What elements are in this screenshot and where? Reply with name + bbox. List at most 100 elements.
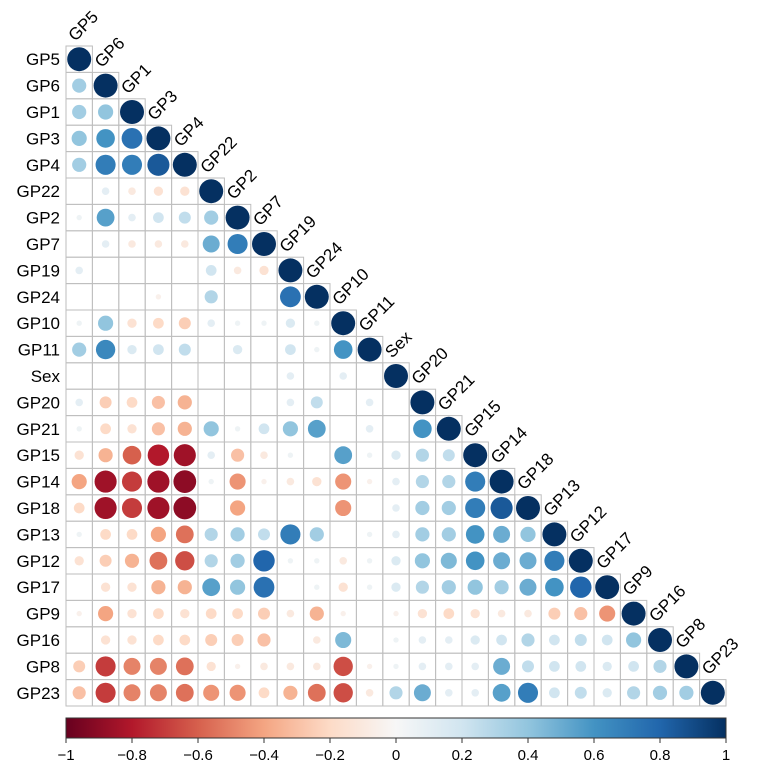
corr-circle-GP8-GP1 [123,657,141,675]
corr-circle-GP20-GP5 [75,398,83,407]
corr-circle-GP23-GP12 [574,686,587,699]
corr-circle-GP20-GP11 [365,398,374,407]
colorbar-tick-label: 0.4 [518,747,539,764]
corr-circle-Sex-GP10 [339,372,347,380]
grid-cell [65,362,93,390]
corr-circle-GP20-GP20 [410,390,435,415]
corr-circle-GP23-GP8 [679,685,694,700]
corr-circle-GP23-GP2 [229,684,246,701]
corr-circle-GP16-GP7 [257,633,271,647]
corr-circle-GP16-GP20 [418,636,427,644]
corr-circle-GP13-GP4 [175,525,194,544]
grid-layer [65,45,727,707]
corr-circle-GP12-GP2 [230,553,245,568]
corr-circle-GP22-GP6 [101,187,110,195]
row-label: GP18 [17,499,60,518]
corr-circle-GP16-GP4 [179,634,191,646]
corr-circle-GP12-GP13 [544,550,565,571]
corr-circle-GP16-GP17 [601,634,613,646]
column-label: GP16 [645,581,689,625]
corr-circle-GP14-GP20 [415,475,429,489]
corr-circle-GP3-GP1 [121,128,143,149]
corr-circle-GP15-GP4 [173,444,196,467]
corr-circle-GP21-GP6 [100,423,111,435]
corr-circle-GP12-GP19 [287,558,294,564]
row-label: GP10 [17,314,60,333]
corr-circle-GP9-GP1 [127,608,137,619]
corr-circle-GP16-GP6 [100,635,111,645]
colorbar-ticks: −1 −0.8 −0.6 −0.4 −0.2 0 0.2 0.4 0.6 0.8 1 [57,738,730,764]
row-label: GP6 [26,77,60,96]
grid-cell [276,494,305,522]
corr-circle-GP21-GP7 [258,423,270,435]
grid-cell [118,283,146,311]
corr-circle-GP18-GP14 [490,496,513,520]
corr-circle-GP12-GP15 [465,551,485,571]
corr-circle-GP24-GP3 [155,294,162,300]
corr-circle-GP12-GP22 [204,554,218,568]
corr-circle-GP23-GP6 [95,682,116,703]
grid-cell [382,415,410,443]
corr-circle-GP15-GP1 [122,445,142,465]
corr-circle-GP22-GP1 [128,187,136,195]
corr-circle-GP12-GP11 [366,558,373,564]
corr-circle-GP18-GP5 [73,502,85,514]
corr-circle-GP13-GP20 [415,527,430,542]
corr-circle-GP8-GP11 [366,663,373,670]
corr-circle-GP23-GP5 [72,686,86,700]
corr-circle-GP12-GP14 [493,552,511,570]
corr-circle-GP9-GP13 [548,607,561,620]
column-label: GP17 [593,529,637,573]
corr-circle-GP13-GP19 [280,524,301,545]
colorbar-tick-label: 1 [722,747,730,764]
corr-circle-GP9-GP6 [98,606,114,622]
grid-cell [65,283,93,311]
grid-cell [223,362,252,390]
grid-cell [144,362,173,390]
corr-circle-GP8-GP18 [522,660,534,673]
row-label: GP4 [26,156,60,175]
corr-circle-GP17-GP10 [338,582,348,592]
corr-circle-GP17-GP22 [202,578,221,597]
row-label: GP21 [17,420,60,439]
corr-circle-GP12-Sex [391,556,401,566]
row-label: GP1 [26,103,60,122]
grid-cell [382,388,410,417]
corr-circle-GP13-GP15 [465,525,485,544]
corr-circle-GP7-GP22 [202,235,220,253]
corr-circle-GP7-GP4 [181,240,189,248]
corr-circle-GP21-GP11 [365,425,374,433]
corr-circle-GP16-GP3 [153,634,164,646]
corr-circle-GP12-GP10 [339,557,347,565]
corr-circle-GP21-GP5 [76,426,82,432]
corr-circle-GP17-GP2 [230,579,246,595]
grid-cell [329,520,357,549]
colorbar-tick-label: −0.6 [183,747,213,764]
corr-circle-GP20-GP3 [151,395,165,409]
grid-cell [118,256,146,285]
corr-circle-GP20-GP6 [99,396,112,409]
grid-cell [197,494,225,522]
corr-circle-GP23-GP7 [258,687,270,699]
corr-circle-GP9-GP19 [286,609,295,618]
corr-circle-GP13-GP14 [493,525,511,543]
corr-circle-GP16-GP9 [626,632,642,648]
corr-circle-GP23-GP24 [307,683,326,702]
corr-circle-GP13-GP22 [204,527,218,541]
row-label: GP3 [26,129,60,148]
corr-circle-GP17-GP11 [366,584,373,590]
corr-circle-Sex-Sex [384,364,408,388]
column-label: GP21 [434,370,478,414]
corr-circle-GP21-GP24 [307,419,326,438]
column-label: GP2 [223,166,260,203]
corr-circle-GP16-Sex [393,637,399,643]
corr-circle-GP2-GP1 [128,213,136,222]
corr-circle-GP23-Sex [389,686,403,700]
grid-cell [276,573,305,601]
corr-circle-GP19-GP22 [205,265,217,276]
corr-circle-Sex-GP19 [286,372,295,380]
corr-circle-GP9-GP14 [497,609,506,618]
corr-circle-GP24-GP19 [280,286,301,308]
corr-circle-GP23-GP15 [471,689,479,697]
corr-circle-GP4-GP3 [147,153,170,176]
